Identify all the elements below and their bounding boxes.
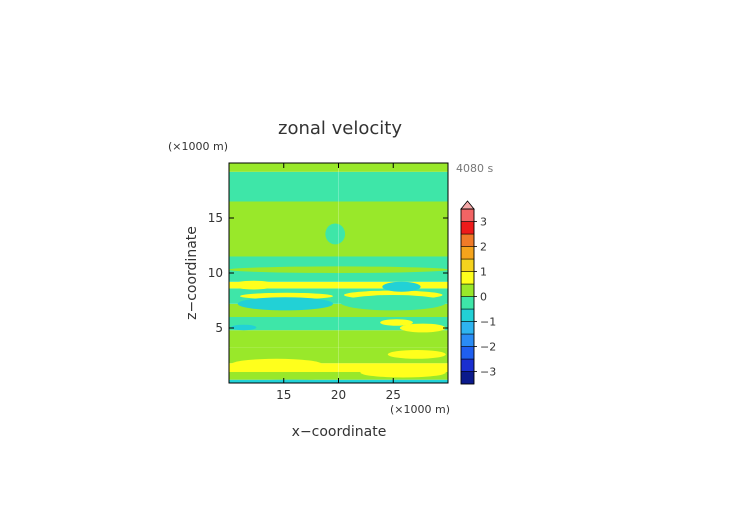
colorbar-swatch xyxy=(460,296,475,310)
field-feature xyxy=(229,266,448,274)
colorbar-swatch xyxy=(460,371,475,385)
colorbar-tick-label: 0 xyxy=(480,291,487,304)
plot-area xyxy=(228,162,449,384)
field-feature xyxy=(387,350,446,359)
field-feature xyxy=(237,297,334,311)
field-feature xyxy=(239,292,334,300)
field-feature xyxy=(360,367,446,378)
field-feature xyxy=(399,323,446,333)
field-band xyxy=(229,372,448,380)
x-tick-label: 25 xyxy=(386,388,401,402)
x-axis-label: x−coordinate xyxy=(292,424,387,440)
x-axis: 15 20 25 xyxy=(276,163,401,402)
colorbar-tick-label: −2 xyxy=(480,341,496,354)
field-band xyxy=(229,171,448,202)
x-unit-label: (×1000 m) xyxy=(390,403,450,416)
field-feature xyxy=(250,379,334,383)
field-feature xyxy=(380,319,413,326)
time-label: 4080 s xyxy=(456,162,493,175)
y-axis: 5 10 15 xyxy=(208,211,448,335)
colorbar-swatch xyxy=(460,346,475,360)
field-feature xyxy=(340,295,446,311)
colorbar-swatch xyxy=(460,258,475,272)
colorbar-swatch xyxy=(460,358,475,372)
y-tick-label: 10 xyxy=(208,266,223,280)
colorbar-swatch xyxy=(460,321,475,335)
colorbar-swatch xyxy=(460,271,475,285)
field-feature xyxy=(382,281,421,292)
colorbar-swatch xyxy=(460,308,475,322)
colorbar-swatch xyxy=(460,283,475,297)
y-axis-label: z−coordinate xyxy=(184,226,200,320)
field-feature xyxy=(232,280,275,290)
field-band xyxy=(229,281,448,289)
field-band xyxy=(229,363,448,372)
colorbar-tick-label: 3 xyxy=(480,216,487,229)
field-feature xyxy=(325,223,346,245)
colorbar-tick-label: 2 xyxy=(480,241,487,254)
colorbar-tick-label: −1 xyxy=(480,316,496,329)
y-unit-label: (×1000 m) xyxy=(168,140,228,153)
colorbar-tick-label: −3 xyxy=(480,366,496,379)
colorbar-tick-label: 1 xyxy=(480,266,487,279)
field-feature xyxy=(283,372,334,380)
field-band xyxy=(229,330,448,348)
y-tick-label: 15 xyxy=(208,211,223,225)
colorbar-swatch xyxy=(460,233,475,247)
y-tick-label: 5 xyxy=(215,321,223,335)
velocity-field xyxy=(229,163,448,383)
colorbar-swatch xyxy=(460,221,475,235)
colorbar-swatch xyxy=(460,208,475,222)
x-tick-label: 20 xyxy=(331,388,346,402)
colorbar-swatch xyxy=(460,333,475,347)
field-feature xyxy=(231,324,257,331)
field-feature xyxy=(231,358,323,370)
colorbar-swatch xyxy=(460,246,475,260)
colorbar: 3 2 1 0 −1 −2 −3 xyxy=(460,200,496,385)
x-tick-label: 15 xyxy=(276,388,291,402)
colorbar-extension xyxy=(460,200,475,210)
chart-title: zonal velocity xyxy=(278,118,402,139)
